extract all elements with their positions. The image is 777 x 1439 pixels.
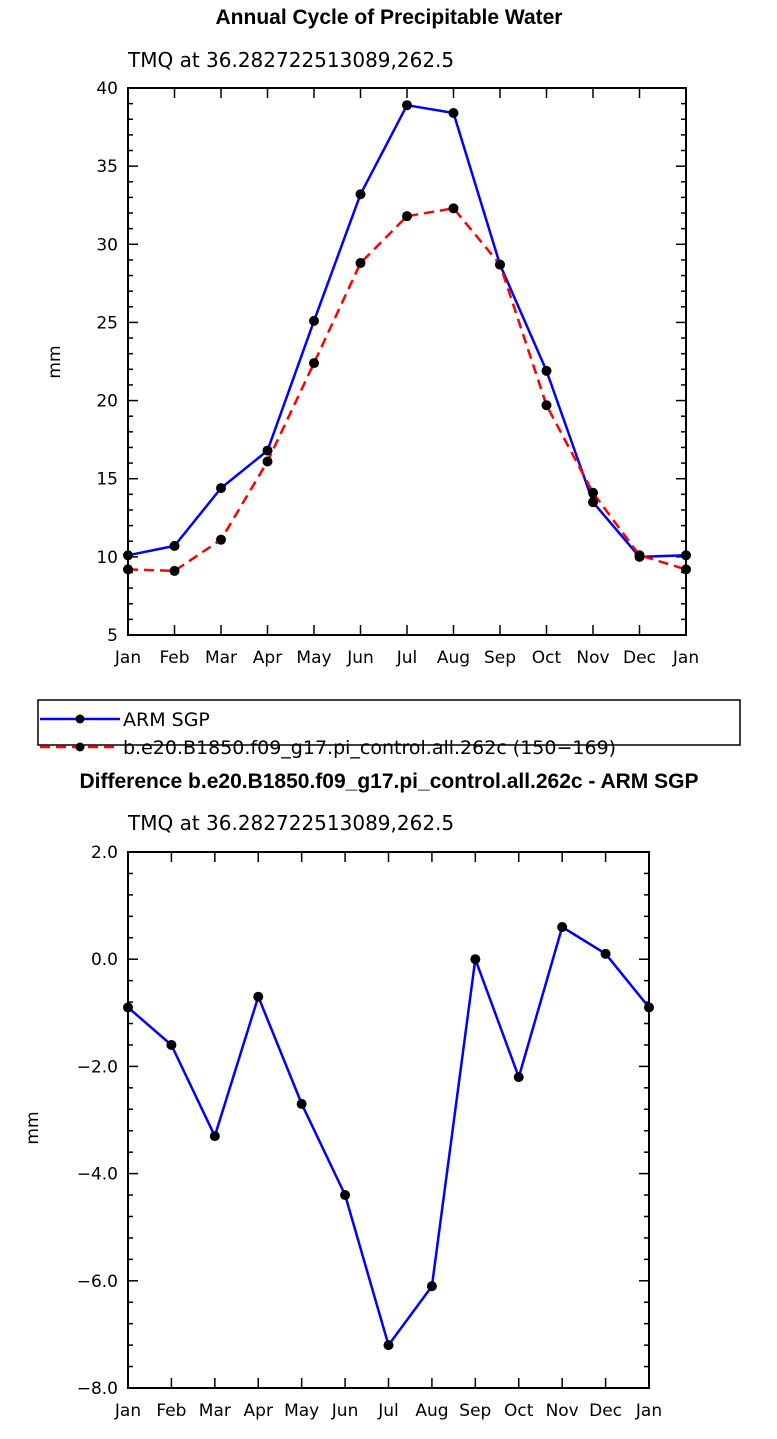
legend-label-arm: ARM SGP xyxy=(123,709,210,731)
chart0-xtick-label: Aug xyxy=(437,648,470,668)
chart0-series-0-point xyxy=(588,497,598,508)
bottom-chart-title: Difference b.e20.B1850.f09_g17.pi_contro… xyxy=(80,770,699,793)
chart1-xtick-label: Dec xyxy=(589,1401,622,1421)
chart0-xtick-label: Mar xyxy=(205,648,237,668)
chart0-series-1-point xyxy=(588,487,598,498)
chart0-ytick-label: 25 xyxy=(96,313,118,333)
chart0-ytick-label: 5 xyxy=(107,626,118,646)
chart1-series-0-point xyxy=(426,1281,437,1292)
chart1-xtick-label: May xyxy=(284,1401,319,1421)
top-chart: 5 10 15 20 25 30 35 40 Jan Feb Mar Apr May Jun Jul Aug S… xyxy=(96,79,699,668)
chart0-plot-frame xyxy=(127,87,687,636)
chart1-ytick-label: 2.0 xyxy=(91,843,118,863)
chart0-series-0-point xyxy=(309,315,319,326)
chart0-ytick-label: 10 xyxy=(96,548,118,568)
chart0-series-0-point xyxy=(402,100,412,111)
chart0-series-1-point xyxy=(495,259,505,270)
chart1-xtick-label: Jun xyxy=(331,1401,359,1421)
legend-marker-arm xyxy=(75,714,85,724)
chart1-series-0-point xyxy=(557,922,568,933)
chart1-series-0-point xyxy=(166,1039,177,1050)
chart1-xtick-label: Apr xyxy=(244,1401,273,1421)
chart1-xtick-label: Mar xyxy=(199,1401,231,1421)
legend-box xyxy=(37,699,741,746)
top-chart-ylabel: mm xyxy=(45,345,65,378)
chart0-series-0-point xyxy=(262,445,273,456)
bottom-chart-ylabel: mm xyxy=(23,1111,43,1144)
chart0-xtick-label: Apr xyxy=(253,648,282,668)
chart0-series-0-point xyxy=(681,550,691,561)
chart1-series-0-point xyxy=(470,954,481,965)
chart1-xtick-label: Nov xyxy=(546,1401,579,1421)
chart1-ytick-label: −2.0 xyxy=(77,1057,118,1077)
chart1-xtick-label: Aug xyxy=(415,1401,448,1421)
chart0-series-1-point xyxy=(402,211,412,222)
chart0-series-0-point xyxy=(448,108,459,119)
chart0-series-1-point xyxy=(262,456,273,467)
chart0-series-0-point xyxy=(355,189,366,200)
chart0-xtick-label: Jan xyxy=(672,648,699,668)
chart0-xtick-label: Jun xyxy=(346,648,374,668)
chart0-series-1-point xyxy=(309,358,319,369)
chart0-series-1-point xyxy=(355,258,366,269)
chart1-ytick-label: 0.0 xyxy=(91,950,118,970)
chart0-xtick-label: May xyxy=(296,648,331,668)
chart1-series-0-point xyxy=(123,1002,133,1013)
chart0-ytick-label: 40 xyxy=(96,79,118,99)
chart1-xtick-label: Jul xyxy=(377,1401,399,1421)
chart1-series-0-point xyxy=(209,1131,220,1142)
chart1-series-0-point xyxy=(383,1340,394,1351)
chart1-series-0-point xyxy=(340,1190,351,1201)
chart0-series-1-point xyxy=(681,564,691,575)
chart0-xtick-label: Dec xyxy=(623,648,656,668)
chart0-xtick-label: Jul xyxy=(396,648,418,668)
chart1-xtick-label: Jan xyxy=(635,1401,662,1421)
legend-marker-model xyxy=(75,742,85,752)
chart0-series-1-point xyxy=(448,203,459,214)
chart1-series-0-point xyxy=(644,1002,654,1013)
chart0-ytick-label: 20 xyxy=(96,392,118,412)
bottom-chart: −8.0 −6.0 −4.0 −2.0 0.0 2.0 Jan Feb Mar Apr May Jun… xyxy=(77,843,662,1421)
chart0-xtick-label: Feb xyxy=(159,648,189,668)
chart1-series-0-point xyxy=(296,1098,307,1109)
chart1-xtick-label: Jan xyxy=(114,1401,141,1421)
chart1-series-0-point xyxy=(253,991,264,1002)
chart1-ytick-label: −8.0 xyxy=(77,1379,118,1399)
chart0-series-0-point xyxy=(541,365,552,376)
chart0-series-line-0 xyxy=(127,103,687,559)
chart0-series-1-point xyxy=(634,550,645,561)
bottom-chart-subtitle: TMQ at 36.282722513089,262.5 xyxy=(127,811,454,835)
chart0-xtick-label: Sep xyxy=(484,648,516,668)
chart0-series-0-point xyxy=(216,483,226,494)
chart0-ytick-label: 35 xyxy=(96,157,118,177)
chart1-series-line-0 xyxy=(127,925,650,1347)
chart0-series-0-point xyxy=(123,550,133,561)
chart1-xtick-label: Feb xyxy=(156,1401,186,1421)
chart0-ytick-label: 30 xyxy=(96,235,118,255)
chart0-series-1-point xyxy=(123,564,133,575)
top-chart-title: Annual Cycle of Precipitable Water xyxy=(216,6,563,29)
chart1-xtick-label: Oct xyxy=(504,1401,534,1421)
chart1-ytick-label: −6.0 xyxy=(77,1272,118,1292)
legend-label-model: b.e20.B1850.f09_g17.pi_control.all.262c … xyxy=(123,737,616,759)
chart1-series-0-point xyxy=(600,948,611,959)
chart0-xtick-label: Nov xyxy=(576,648,609,668)
chart0-xtick-label: Jan xyxy=(114,648,141,668)
chart1-series-0-point xyxy=(513,1072,524,1083)
chart0-series-0-point xyxy=(169,540,180,551)
chart0-xtick-label: Oct xyxy=(532,648,562,668)
top-chart-subtitle: TMQ at 36.282722513089,262.5 xyxy=(127,48,454,72)
chart0-ytick-label: 15 xyxy=(96,470,118,490)
chart0-series-line-1 xyxy=(127,207,687,573)
chart0-series-1-point xyxy=(541,400,552,411)
chart1-xtick-label: Sep xyxy=(459,1401,491,1421)
chart1-ytick-label: −4.0 xyxy=(77,1165,118,1185)
chart0-series-1-point xyxy=(169,565,180,576)
chart0-series-1-point xyxy=(216,534,226,545)
legend: ARM SGP b.e20.B1850.f09_g17.pi_control.a… xyxy=(37,699,741,759)
